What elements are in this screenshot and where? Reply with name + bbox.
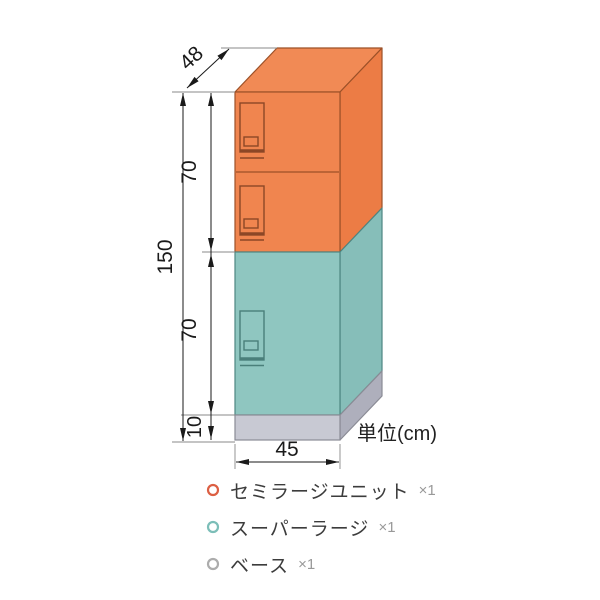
door-handle-middle xyxy=(239,185,265,241)
legend-ring-super-large xyxy=(206,520,220,534)
unit-label: 単位(cm) xyxy=(357,422,437,445)
legend-ring-base xyxy=(206,557,220,571)
handle-latch xyxy=(243,218,259,229)
arrowhead-70b-top xyxy=(208,254,214,267)
legend-ring-semi-large xyxy=(206,483,220,497)
dimension-depth: 48 xyxy=(175,42,230,89)
legend-count-semi-large: ×1 xyxy=(418,481,436,499)
legend-count-super-large: ×1 xyxy=(378,518,396,536)
legend-label-semi-large: セミラージユニット xyxy=(230,481,410,503)
handle-recess xyxy=(239,310,265,361)
arrowhead-70b-bottom xyxy=(208,401,214,414)
arrowhead-10-bottom xyxy=(208,426,214,439)
legend-item-base: ベース ×1 xyxy=(206,552,436,577)
arrowhead-width-right xyxy=(326,459,339,465)
legend-ring-super-large-icon xyxy=(206,520,220,534)
dimension-label-total-height: 150 xyxy=(154,239,177,274)
handle-latch xyxy=(243,340,259,351)
handle-latch xyxy=(243,136,259,147)
handle-recess xyxy=(239,185,265,236)
legend-label-base: ベース xyxy=(230,555,290,577)
dimension-sections: 70 70 10 xyxy=(178,93,214,440)
legend-ring-base-icon xyxy=(206,557,220,571)
door-handle-lower xyxy=(239,310,265,367)
door-handle-upper xyxy=(239,102,265,159)
arrowhead-total-bottom xyxy=(180,428,186,441)
handle-recess xyxy=(239,102,265,153)
super-large-front-face xyxy=(234,251,341,416)
arrowhead-70a-bottom xyxy=(208,238,214,251)
legend-count-base: ×1 xyxy=(298,555,316,573)
arrowhead-depth-lower xyxy=(187,76,199,88)
arrowhead-70a-top xyxy=(208,93,214,106)
dimension-label-depth: 48 xyxy=(175,42,208,75)
base-front-face xyxy=(234,414,341,441)
dimension-label-upper-section: 70 xyxy=(178,160,201,183)
legend: セミラージユニット ×1 スーパーラージ ×1 ベース ×1 xyxy=(206,478,436,589)
cabinet xyxy=(234,47,383,441)
legend-item-super-large: スーパーラージ ×1 xyxy=(206,515,436,540)
arrowhead-width-left xyxy=(236,459,249,465)
extension-lines xyxy=(172,47,341,469)
legend-ring-semi-large-icon xyxy=(206,483,220,497)
arrowhead-depth-upper xyxy=(217,49,229,61)
dimension-label-base-height: 10 xyxy=(184,416,206,438)
dimension-total-height: 150 xyxy=(154,93,186,441)
dimension-label-width: 45 xyxy=(275,438,298,461)
dimension-label-lower-section: 70 xyxy=(178,318,201,341)
legend-item-semi-large: セミラージユニット ×1 xyxy=(206,478,436,503)
arrowhead-total-top xyxy=(180,93,186,106)
legend-label-super-large: スーパーラージ xyxy=(230,518,370,540)
dimension-width: 45 xyxy=(236,438,339,465)
